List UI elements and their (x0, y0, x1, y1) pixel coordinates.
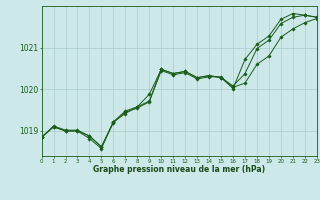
X-axis label: Graphe pression niveau de la mer (hPa): Graphe pression niveau de la mer (hPa) (93, 165, 265, 174)
